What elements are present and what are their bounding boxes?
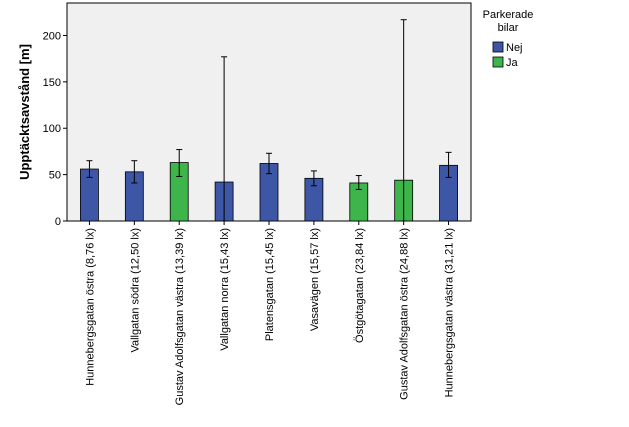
x-tick-label: Hunnebergsgatan östra (8,76 lx) bbox=[84, 228, 96, 386]
y-tick-label: 50 bbox=[49, 170, 61, 182]
legend-label-nej: Nej bbox=[506, 42, 523, 54]
x-tick-label: Vallgatan södra (12,50 lx) bbox=[129, 228, 141, 353]
x-tick-label: Platensgatan (15,45 lx) bbox=[264, 228, 276, 341]
x-axis-labels: Hunnebergsgatan östra (8,76 lx) Vallgatan… bbox=[84, 221, 456, 405]
legend: Parkerade bilar Nej Ja bbox=[483, 9, 534, 69]
y-tick-label: 0 bbox=[55, 216, 61, 228]
x-tick-label: Vasavägen (15,57 lx) bbox=[309, 228, 321, 331]
y-tick-label: 150 bbox=[43, 77, 61, 89]
y-tick-label: 100 bbox=[43, 123, 61, 135]
legend-title-line-2: bilar bbox=[498, 22, 519, 34]
y-axis: 0 50 100 150 200 bbox=[43, 30, 67, 228]
legend-label-ja: Ja bbox=[506, 57, 519, 69]
x-tick-label: Vallgatan norra (15,43 lx) bbox=[219, 228, 231, 351]
x-tick-label: Gustav Adolfsgatan västra (13,39 lx) bbox=[174, 228, 186, 405]
bars-group bbox=[80, 19, 458, 222]
y-tick-label: 200 bbox=[43, 30, 61, 42]
x-tick-label: Östgötagatan (23,84 lx) bbox=[354, 228, 366, 343]
legend-swatch-nej bbox=[492, 41, 504, 53]
x-tick-label: Hunnebergsgatan västra (31,21 lx) bbox=[444, 228, 456, 397]
legend-title-line-1: Parkerade bbox=[483, 9, 534, 21]
x-tick-label: Gustav Adolfsgatan östra (24,88 lx) bbox=[399, 228, 411, 400]
legend-swatch-ja bbox=[492, 56, 504, 68]
y-axis-label: Upptäcktsavstånd [m] bbox=[17, 44, 32, 180]
